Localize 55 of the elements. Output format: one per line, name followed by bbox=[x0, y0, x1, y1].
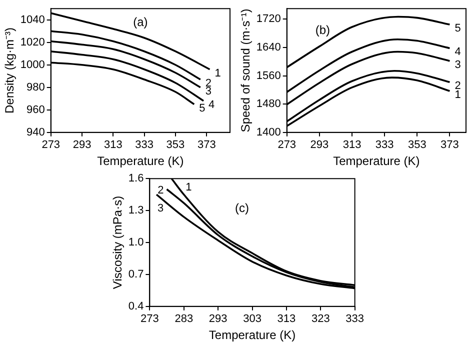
x-tick-label: 313 bbox=[104, 139, 122, 152]
x-tick-label: 373 bbox=[197, 139, 216, 152]
y-tick-label: 1480 bbox=[256, 98, 281, 110]
x-axis-title: Temperature (K) bbox=[97, 154, 184, 168]
y-tick-label: 1000 bbox=[20, 58, 45, 71]
x-tick-label: 333 bbox=[346, 313, 364, 326]
x-tick-label: 273 bbox=[278, 139, 296, 152]
series-label: 1 bbox=[214, 67, 221, 80]
series-label: 3 bbox=[454, 58, 461, 71]
text: (b) bbox=[315, 22, 330, 37]
x-axis-title: Temperature (K) bbox=[333, 154, 420, 168]
x-tick-label: 273 bbox=[140, 313, 159, 326]
y-tick-label: 1640 bbox=[256, 42, 281, 54]
x-tick-label: 283 bbox=[174, 313, 194, 326]
text: (c) bbox=[235, 200, 249, 215]
y-tick-label: 960 bbox=[26, 104, 45, 116]
series-label: 5 bbox=[454, 22, 461, 35]
series-label: 5 bbox=[199, 102, 206, 114]
y-tick-label: 1400 bbox=[256, 126, 281, 138]
y-axis-title: Density (kg·m⁻³) bbox=[2, 27, 17, 114]
series-label: 3 bbox=[157, 202, 164, 215]
x-tick-label: 373 bbox=[440, 139, 459, 152]
series-label: 1 bbox=[454, 89, 461, 102]
y-tick-label: 940 bbox=[26, 126, 45, 138]
x-tick-label: 293 bbox=[208, 313, 228, 326]
series-label: 4 bbox=[208, 98, 215, 111]
text: (a) bbox=[133, 14, 148, 29]
x-tick-label: 293 bbox=[310, 139, 329, 152]
y-tick-label: 1040 bbox=[20, 14, 45, 26]
x-tick-label: 273 bbox=[42, 139, 60, 152]
y-tick-label: 1020 bbox=[20, 36, 45, 48]
x-tick-label: 353 bbox=[166, 139, 185, 152]
y-tick-label: 1.3 bbox=[128, 204, 144, 217]
y-tick-label: 980 bbox=[26, 81, 45, 94]
series-label: 3 bbox=[205, 85, 212, 98]
x-tick-label: 333 bbox=[135, 139, 154, 152]
x-tick-label: 293 bbox=[72, 139, 92, 152]
x-tick-label: 303 bbox=[243, 313, 262, 326]
y-tick-label: 1.0 bbox=[128, 236, 144, 249]
x-tick-label: 313 bbox=[342, 139, 362, 152]
y-tick-label: 1.6 bbox=[128, 172, 144, 185]
x-tick-label: 353 bbox=[408, 139, 426, 152]
series-label: 1 bbox=[186, 182, 192, 194]
series-label: 2 bbox=[158, 184, 164, 196]
series-label: 4 bbox=[454, 46, 461, 58]
x-tick-label: 323 bbox=[311, 313, 330, 326]
y-tick-label: 1560 bbox=[256, 70, 281, 82]
x-tick-label: 313 bbox=[277, 313, 296, 326]
x-tick-label: 333 bbox=[375, 139, 394, 152]
y-tick-label: 0.4 bbox=[128, 300, 144, 312]
y-axis-title: Viscosity (mPa·s) bbox=[110, 196, 125, 290]
x-axis-title: Temperature (K) bbox=[208, 328, 296, 342]
y-tick-label: 1720 bbox=[256, 13, 281, 26]
y-tick-label: 0.7 bbox=[128, 268, 144, 280]
y-axis-title: Speed of sound (m·s⁻¹) bbox=[238, 8, 253, 132]
